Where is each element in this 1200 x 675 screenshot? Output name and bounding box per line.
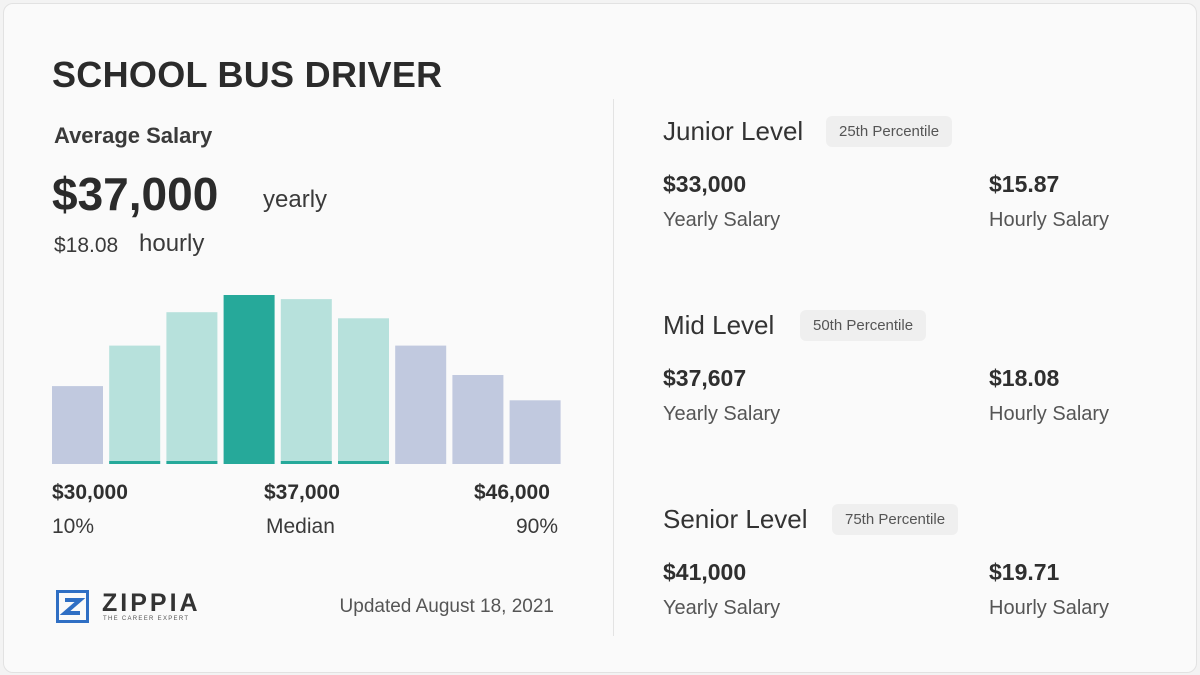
tick-sub-high: 90%	[516, 515, 559, 538]
salary-card: SCHOOL BUS DRIVER Average Salary $37,000…	[3, 3, 1197, 673]
level-mid: Mid Level 50th Percentile $37,607 Yearly…	[663, 310, 1163, 460]
hourly-salary-value: $18.08	[989, 365, 1060, 391]
average-salary-value: $37,000	[52, 168, 219, 220]
hourly-salary-value: $19.71	[989, 559, 1060, 585]
level-senior: Senior Level 75th Percentile $41,000 Yea…	[663, 504, 1163, 654]
yearly-salary-value: $37,607	[663, 365, 747, 391]
column-divider	[613, 99, 614, 636]
updated-date: Updated August 18, 2021	[339, 596, 554, 617]
average-hourly-value: $18.08	[54, 234, 119, 257]
brand-tagline: THE CAREER EXPERT	[103, 616, 190, 622]
histogram-bar-underline	[338, 461, 389, 464]
histogram-bar	[452, 375, 504, 464]
average-salary-label: Average Salary	[54, 123, 213, 148]
percentile-badge: 25th Percentile	[826, 116, 953, 147]
level-junior: Junior Level 25th Percentile $33,000 Yea…	[663, 116, 1163, 266]
average-yearly-unit: yearly	[263, 186, 328, 213]
zippia-logo-icon	[56, 590, 89, 623]
level-name: Junior Level	[663, 116, 804, 146]
tick-sub-median: Median	[266, 515, 335, 538]
histogram-bar	[109, 345, 161, 464]
level-name: Senior Level	[663, 504, 808, 534]
histogram-bar	[509, 400, 561, 464]
salary-histogram	[52, 295, 561, 464]
yearly-salary-value: $41,000	[663, 559, 747, 585]
brand-name: ZIPPIA	[102, 589, 201, 617]
level-name: Mid Level	[663, 310, 775, 340]
page-title: SCHOOL BUS DRIVER	[52, 54, 443, 95]
percentile-badge: 50th Percentile	[800, 310, 927, 341]
histogram-bar	[395, 345, 447, 464]
histogram-bar	[223, 295, 275, 464]
yearly-salary-label: Yearly Salary	[663, 597, 781, 619]
histogram-bar	[52, 386, 103, 464]
yearly-salary-label: Yearly Salary	[663, 209, 781, 231]
histogram-bar-underline	[166, 461, 218, 464]
histogram-bar	[338, 318, 389, 464]
tick-label-high: $46,000	[474, 481, 550, 504]
average-hourly-unit: hourly	[139, 230, 205, 257]
hourly-salary-value: $15.87	[989, 171, 1060, 197]
histogram-bar	[280, 299, 332, 464]
tick-label-median: $37,000	[264, 481, 340, 504]
tick-sub-low: 10%	[52, 515, 95, 538]
histogram-bar-underline	[280, 461, 332, 464]
yearly-salary-value: $33,000	[663, 171, 747, 197]
percentile-badge: 75th Percentile	[832, 504, 959, 535]
histogram-bar-underline	[109, 461, 161, 464]
hourly-salary-label: Hourly Salary	[989, 403, 1110, 425]
yearly-salary-label: Yearly Salary	[663, 403, 781, 425]
hourly-salary-label: Hourly Salary	[989, 597, 1110, 619]
hourly-salary-label: Hourly Salary	[989, 209, 1110, 231]
tick-label-low: $30,000	[52, 481, 128, 504]
histogram-bar	[166, 312, 218, 464]
